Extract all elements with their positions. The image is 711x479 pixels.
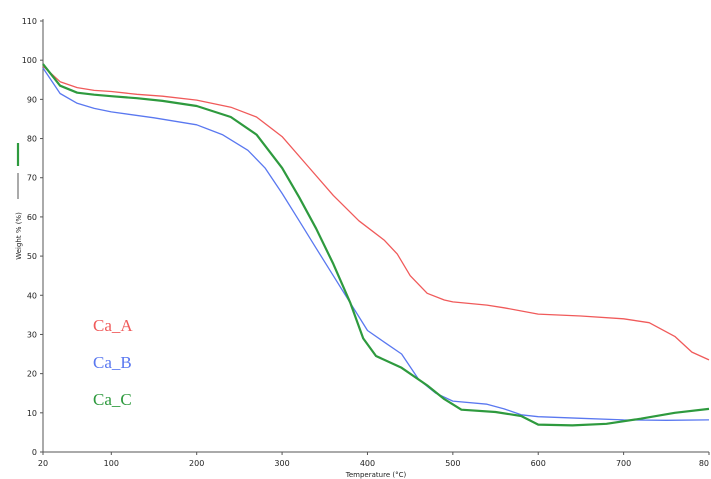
y-tick-label: 20 [27, 370, 37, 379]
x-tick-label: 20 [38, 459, 48, 468]
y-tick-label: 90 [27, 95, 37, 104]
y-tick-label: 60 [27, 213, 37, 222]
series-layer [42, 63, 710, 427]
series-line-ca-b [42, 67, 710, 421]
x-tick-label: 700 [616, 459, 631, 468]
y-tick-label: 50 [27, 252, 37, 261]
y-tick-label: 110 [22, 17, 37, 26]
x-tick-label: 300 [274, 459, 289, 468]
x-tick-label: 600 [531, 459, 546, 468]
y-tick-label: 0 [32, 448, 37, 457]
x-tick-label: 80 [699, 459, 709, 468]
y-tick-label: 80 [27, 135, 37, 144]
x-tick-label: 200 [189, 459, 204, 468]
y-axis-title: Weight % (%) [15, 212, 23, 260]
x-axis-title: Temperature (°C) [345, 471, 407, 479]
y-tick-label: 10 [27, 409, 37, 418]
legend: Ca_A Ca_B Ca_C [93, 316, 133, 409]
legend-item-ca-a: Ca_A [93, 316, 133, 335]
chart-axes: 0 10 20 30 40 50 60 70 80 90 100 110 20 100 200 300 400 5… [22, 17, 710, 468]
y-tick-label: 40 [27, 291, 37, 300]
y-tick-label: 30 [27, 330, 37, 339]
x-tick-label: 400 [360, 459, 375, 468]
y-tick-label: 100 [22, 56, 37, 65]
legend-item-ca-b: Ca_B [93, 353, 132, 372]
x-tick-label: 500 [445, 459, 460, 468]
legend-item-ca-c: Ca_C [93, 390, 132, 409]
series-line-ca-a [42, 65, 710, 361]
series-line-ca-c [42, 63, 710, 427]
x-tick-label: 100 [104, 459, 119, 468]
y-tick-label: 70 [27, 174, 37, 183]
